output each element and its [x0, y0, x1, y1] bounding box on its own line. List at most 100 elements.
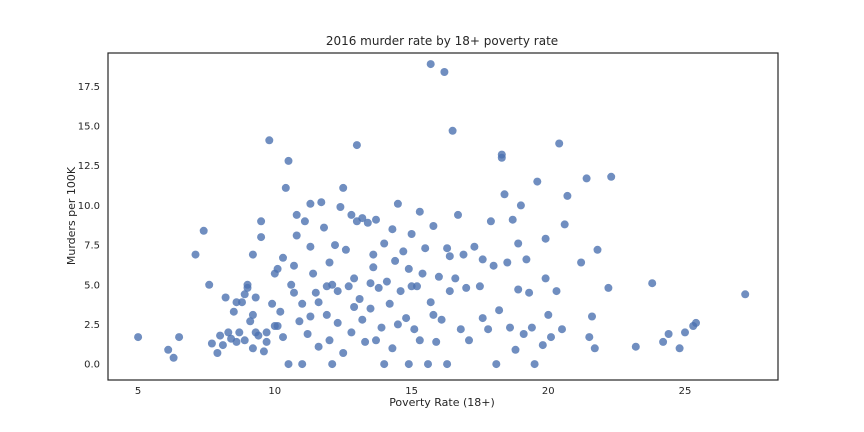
data-point-98 — [393, 199, 402, 208]
data-point-160 — [577, 258, 586, 267]
data-point-102 — [404, 360, 413, 369]
data-point-32 — [262, 337, 271, 346]
data-point-157 — [555, 139, 564, 148]
data-point-6 — [205, 280, 214, 289]
data-point-12 — [224, 328, 233, 337]
data-point-33 — [265, 136, 274, 145]
data-point-110 — [421, 244, 430, 253]
data-point-99 — [396, 287, 405, 296]
y-tick-label: 0.0 — [84, 360, 100, 371]
data-point-116 — [434, 272, 443, 281]
data-point-109 — [418, 269, 427, 278]
data-point-133 — [486, 217, 495, 226]
data-point-37 — [273, 264, 282, 273]
data-point-173 — [681, 328, 689, 337]
data-point-186 — [407, 282, 416, 291]
data-point-156 — [552, 287, 561, 296]
data-point-119 — [443, 360, 452, 369]
data-point-72 — [341, 245, 350, 254]
data-point-138 — [497, 153, 506, 162]
data-point-0 — [134, 333, 143, 342]
data-point-66 — [331, 241, 339, 250]
data-point-159 — [560, 220, 569, 229]
data-point-49 — [298, 299, 307, 308]
x-axis-ticks: 5 10 15 20 25 — [135, 386, 691, 397]
data-point-120 — [443, 244, 452, 253]
data-point-155 — [547, 333, 555, 342]
data-point-71 — [339, 349, 348, 357]
y-tick-label: 2.5 — [84, 320, 100, 331]
data-point-17 — [238, 298, 246, 307]
data-point-141 — [506, 323, 514, 332]
data-point-182 — [328, 280, 337, 289]
y-tick-label: 12.5 — [78, 161, 100, 172]
data-point-101 — [402, 314, 411, 323]
data-point-34 — [268, 299, 277, 308]
data-points — [134, 60, 750, 369]
data-point-73 — [344, 282, 353, 291]
data-point-111 — [424, 360, 432, 369]
data-point-164 — [590, 344, 599, 353]
data-point-51 — [300, 217, 309, 226]
data-point-48 — [295, 317, 304, 326]
data-point-145 — [516, 201, 525, 210]
data-point-82 — [361, 337, 370, 346]
data-point-150 — [530, 360, 539, 369]
data-point-153 — [541, 234, 550, 243]
data-point-117 — [437, 315, 446, 324]
data-point-170 — [659, 337, 668, 346]
data-point-115 — [432, 337, 441, 346]
y-tick-label: 17.5 — [78, 82, 100, 93]
data-point-27 — [254, 331, 263, 340]
data-point-142 — [508, 215, 517, 224]
data-point-100 — [399, 247, 408, 256]
data-point-45 — [290, 261, 298, 270]
data-point-177 — [232, 337, 241, 346]
data-point-181 — [306, 242, 315, 251]
data-point-63 — [325, 258, 334, 267]
data-point-70 — [339, 183, 348, 192]
data-point-118 — [440, 68, 449, 76]
data-point-23 — [248, 250, 257, 259]
data-point-44 — [287, 280, 296, 289]
data-point-7 — [207, 339, 216, 348]
data-point-28 — [257, 233, 266, 242]
data-point-127 — [462, 283, 471, 292]
data-point-94 — [385, 299, 394, 308]
data-point-67 — [333, 287, 342, 296]
data-point-105 — [410, 325, 419, 334]
data-point-135 — [492, 360, 501, 369]
data-point-158 — [558, 325, 566, 334]
data-point-132 — [484, 325, 493, 334]
data-point-59 — [317, 198, 326, 207]
data-point-50 — [298, 360, 307, 369]
data-point-124 — [454, 210, 462, 219]
data-point-97 — [393, 320, 402, 329]
data-point-86 — [369, 250, 378, 259]
data-point-144 — [514, 285, 523, 294]
data-point-134 — [489, 261, 498, 270]
data-point-130 — [475, 282, 484, 291]
data-point-39 — [279, 333, 287, 342]
data-point-87 — [372, 336, 380, 345]
data-point-103 — [404, 264, 413, 273]
data-point-191 — [541, 274, 550, 283]
data-point-19 — [240, 336, 249, 345]
data-point-79 — [355, 295, 364, 303]
data-point-54 — [306, 312, 315, 321]
data-point-131 — [478, 255, 487, 264]
data-point-14 — [229, 307, 238, 316]
data-point-4 — [191, 250, 200, 259]
data-point-77 — [352, 141, 361, 150]
data-point-166 — [604, 283, 613, 292]
data-point-76 — [350, 274, 359, 283]
data-point-81 — [358, 315, 367, 324]
data-point-47 — [292, 210, 301, 219]
data-point-154 — [544, 310, 553, 319]
data-point-40 — [279, 253, 287, 262]
x-tick-label: 20 — [542, 386, 555, 397]
data-point-62 — [322, 310, 331, 319]
data-point-42 — [284, 156, 293, 165]
data-point-9 — [216, 331, 225, 340]
data-point-93 — [382, 277, 391, 286]
